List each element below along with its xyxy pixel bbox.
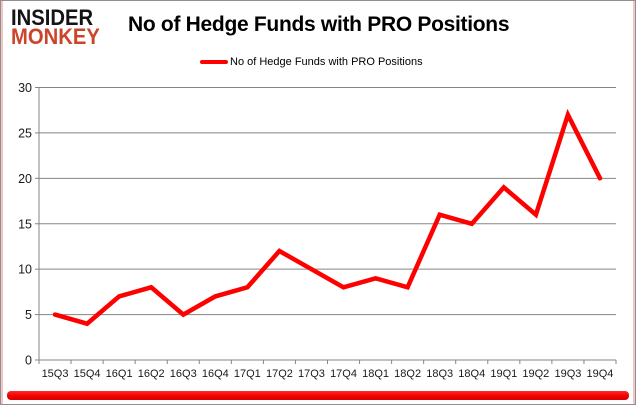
x-tick-label: 17Q1 (234, 368, 261, 380)
x-tick-label: 19Q2 (522, 368, 549, 380)
y-tick-label: 20 (18, 172, 32, 186)
x-tick-label: 16Q1 (106, 368, 133, 380)
x-tick-label: 18Q4 (458, 368, 485, 380)
data-line-series (52, 108, 603, 327)
x-tick-label: 15Q3 (42, 368, 69, 380)
x-tick-label: 18Q1 (362, 368, 389, 380)
logo-line-insider: INSIDER (11, 5, 94, 30)
bottom-red-bar (7, 391, 629, 400)
y-tick-label: 30 (18, 81, 32, 95)
chart-title: No of Hedge Funds with PRO Positions (128, 13, 510, 36)
x-tick-label: 19Q3 (554, 368, 581, 380)
x-tick-label: 17Q2 (266, 368, 293, 380)
x-tick-label: 19Q1 (490, 368, 517, 380)
y-tick-label: 25 (18, 126, 32, 140)
x-tick-label: 16Q3 (170, 368, 197, 380)
x-tick-label: 15Q4 (74, 368, 101, 380)
logo-line-monkey: MONKEY (11, 24, 100, 49)
x-tick-label: 19Q4 (587, 368, 614, 380)
legend: No of Hedge Funds with PRO Positions (200, 56, 423, 68)
x-tick-label: 17Q4 (330, 368, 357, 380)
y-tick-label: 10 (18, 263, 32, 277)
legend-line-marker (200, 60, 228, 64)
x-tick-label: 17Q3 (298, 368, 325, 380)
legend-label: No of Hedge Funds with PRO Positions (230, 56, 423, 68)
x-tick-label: 16Q4 (202, 368, 229, 380)
x-tick-label: 18Q3 (426, 368, 453, 380)
insider-monkey-logo: INSIDER MONKEY (11, 5, 108, 49)
y-tick-label: 5 (25, 308, 32, 322)
y-tick-label: 15 (18, 217, 32, 231)
x-tick-label: 16Q2 (138, 368, 165, 380)
y-tick-label: 0 (25, 354, 32, 368)
x-tick-label: 18Q2 (394, 368, 421, 380)
